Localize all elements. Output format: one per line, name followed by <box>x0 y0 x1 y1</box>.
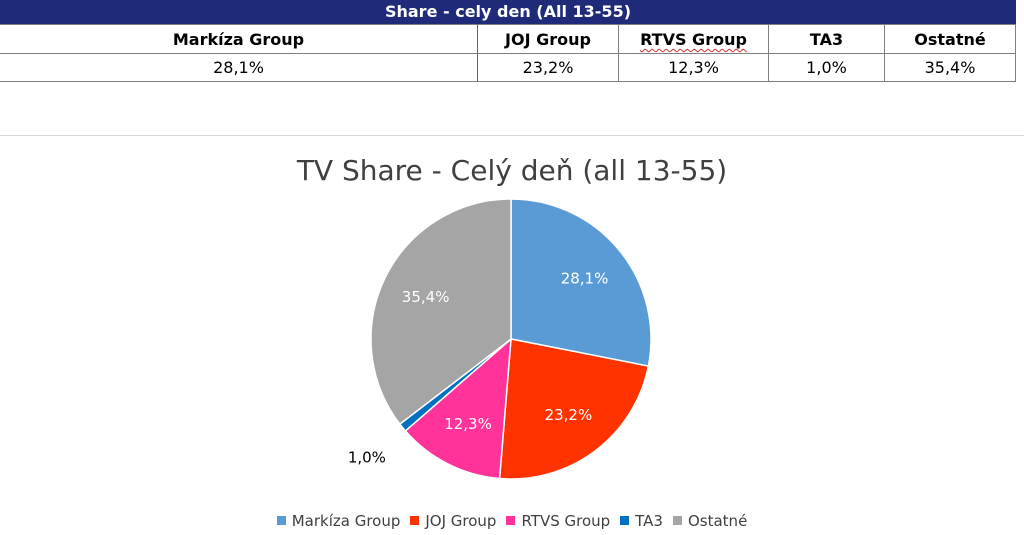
pie-slice-ostatne <box>370 198 512 426</box>
legend-swatch <box>620 516 630 525</box>
value-ta3: 1,0% <box>769 54 885 82</box>
value-markiza: 28,1% <box>0 54 478 82</box>
pie-slice-rtvs-group <box>404 337 512 480</box>
legend-label: JOJ Group <box>425 512 497 530</box>
legend-label: Markíza Group <box>291 512 401 530</box>
header-rtvs: RTVS Group <box>619 24 769 54</box>
data-label-ostatne: 35,4% <box>402 288 450 306</box>
legend-swatch <box>410 516 420 525</box>
value-ostatne: 35,4% <box>885 54 1016 82</box>
legend-label: RTVS Group <box>521 512 611 530</box>
legend-item-markiza-group: Markíza Group <box>276 512 401 530</box>
header-ta3: TA3 <box>769 24 885 54</box>
legend-swatch <box>506 516 516 525</box>
legend-label: TA3 <box>635 512 663 530</box>
legend-swatch <box>672 516 682 525</box>
table-title: Share - cely den (All 13-55) <box>0 0 1016 24</box>
header-rtvs-label: RTVS Group <box>640 30 747 49</box>
chart-title: TV Share - Celý deň (all 13-55) <box>296 154 728 187</box>
legend-item-joj-group: JOJ Group <box>410 512 496 530</box>
header-markiza: Markíza Group <box>0 24 478 54</box>
legend-item-rtvs-group: RTVS Group <box>506 512 610 530</box>
data-label-ta3: 1,0% <box>348 448 386 466</box>
legend-swatch <box>276 516 286 525</box>
legend-label: Ostatné <box>687 512 748 530</box>
data-label-markiza-group: 28,1% <box>561 270 609 288</box>
legend-item-ta3: TA3 <box>620 512 663 530</box>
legend-item-ostatne: Ostatné <box>672 512 748 530</box>
chart-legend: Markíza Group JOJ Group RTVS Group TA3 Ostat… <box>0 512 1024 530</box>
section-divider <box>0 135 1024 136</box>
pie-slice-markiza-group <box>510 198 652 367</box>
data-label-rtvs-group: 12,3% <box>444 415 492 433</box>
header-ostatne: Ostatné <box>885 24 1016 54</box>
data-label-joj-group: 23,2% <box>545 406 593 424</box>
pie-slice-joj-group <box>498 338 650 480</box>
value-joj: 23,2% <box>478 54 619 82</box>
header-joj: JOJ Group <box>478 24 619 54</box>
value-rtvs: 12,3% <box>619 54 769 82</box>
